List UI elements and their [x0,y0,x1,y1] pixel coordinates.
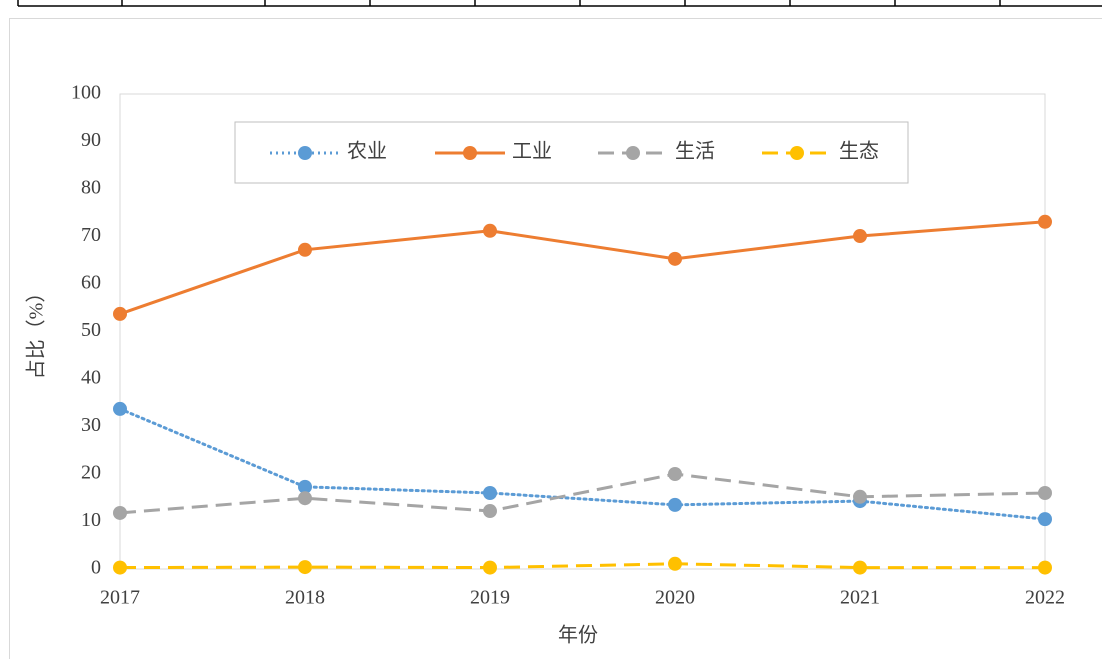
legend-marker [463,146,477,160]
legend-box [235,122,908,183]
legend-marker [298,146,312,160]
y-tick-label: 90 [81,129,101,151]
data-point [298,243,312,257]
x-tick-label: 2019 [470,587,510,609]
data-point [668,467,682,481]
legend-label: 农业 [347,140,387,163]
legend-marker [626,146,640,160]
data-point [1038,215,1052,229]
data-point [113,402,127,416]
data-point [113,307,127,321]
y-tick-label: 100 [71,82,101,104]
data-point [483,224,497,238]
y-tick-label: 0 [91,557,101,579]
data-point [853,229,867,243]
series-line [120,564,1045,568]
y-tick-label: 50 [81,319,101,341]
legend-marker [790,146,804,160]
data-point [668,252,682,266]
y-tick-label: 80 [81,177,101,199]
data-point [113,561,127,575]
y-tick-label: 70 [81,224,101,246]
legend-label: 生态 [839,140,879,163]
y-axis-title: 占比（%） [25,283,48,380]
data-point [298,560,312,574]
data-point [668,557,682,571]
y-tick-label: 60 [81,272,101,294]
legend-label: 工业 [512,140,552,163]
data-point [853,490,867,504]
series-line [120,409,1045,519]
series-line [120,222,1045,314]
x-tick-label: 2022 [1025,587,1065,609]
x-tick-label: 2021 [840,587,880,609]
legend-label: 生活 [675,140,715,163]
x-tick-label: 2018 [285,587,325,609]
data-point [1038,561,1052,575]
data-point [483,504,497,518]
data-point [483,486,497,500]
data-point [483,561,497,575]
data-point [113,506,127,520]
x-tick-label: 2020 [655,587,695,609]
data-point [1038,486,1052,500]
data-point [298,491,312,505]
y-tick-label: 20 [81,462,101,484]
table-fragment [18,0,1102,6]
y-tick-label: 30 [81,414,101,436]
y-tick-label: 10 [81,509,101,531]
data-point [853,561,867,575]
data-point [668,498,682,512]
x-axis-title: 年份 [558,624,598,647]
series-line [120,474,1045,513]
chart-frame [10,19,1102,660]
x-tick-label: 2017 [100,587,140,609]
data-point [1038,512,1052,526]
y-tick-label: 40 [81,367,101,389]
